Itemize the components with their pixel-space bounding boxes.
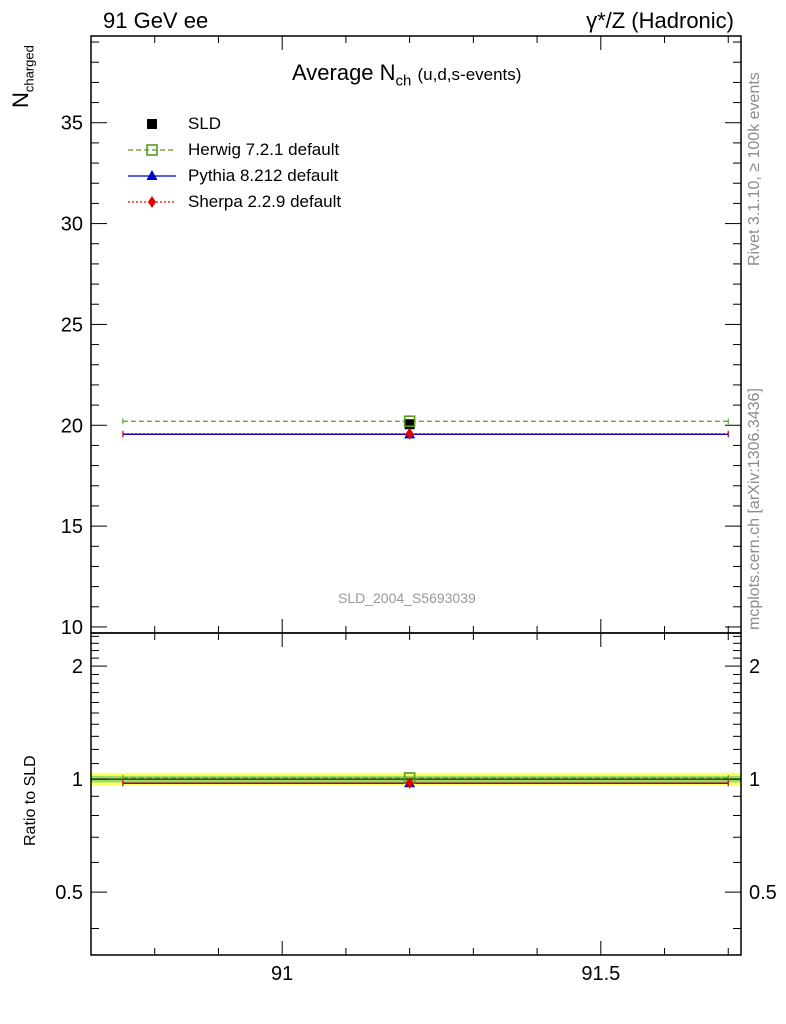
main-y-axis-label: Ncharged — [8, 45, 36, 108]
rivet-version-text: Rivet 3.1.10, ≥ 100k events — [746, 72, 763, 266]
y-tick-label-ratio-right: 2 — [749, 656, 760, 678]
plot-title-main: Average N — [292, 60, 396, 85]
x-tick-label: 91 — [271, 963, 293, 985]
y-tick-label-ratio-left: 1 — [72, 769, 83, 791]
legend-label-sherpa: Sherpa 2.2.9 default — [188, 192, 342, 211]
y-tick-label-main: 30 — [61, 214, 83, 236]
y-tick-label-main: 35 — [61, 113, 83, 135]
legend-label-sld: SLD — [188, 114, 222, 133]
y-axis-label-sub: charged — [21, 45, 37, 93]
y-tick-label-ratio-right: 0.5 — [749, 882, 777, 904]
tick-labels: 10 15 20 25 30 35 0.5 0.5 1 1 2 2 91 91.5 — [55, 113, 777, 985]
plot-title-sub: ch — [395, 72, 412, 90]
y-tick-label-ratio-left: 2 — [72, 656, 83, 678]
legend-mark-sld — [147, 119, 157, 129]
axis-ticks — [90, 36, 741, 955]
plot-title: Average Nch (u,d,s-events) — [292, 60, 521, 89]
ratio-panel-frame — [90, 632, 742, 956]
plot-frames — [90, 35, 742, 956]
y-tick-label-ratio-left: 0.5 — [55, 882, 83, 904]
legend-marks — [128, 119, 176, 208]
x-tick-label: 91.5 — [581, 963, 620, 985]
legend-mark-herwig — [146, 144, 158, 156]
analysis-id-label: SLD_2004_S5693039 — [338, 590, 476, 606]
legend-mark-sherpa — [148, 196, 156, 208]
ratio-uncertainty-band — [91, 772, 741, 786]
mcplots-reference-text: mcplots.cern.ch [arXiv:1306.3436] — [746, 388, 763, 630]
y-tick-label-main: 15 — [61, 516, 83, 538]
marker-main-herwig — [403, 415, 416, 428]
header-energy-label: 91 GeV ee — [103, 8, 209, 33]
y-tick-label-main: 20 — [61, 415, 83, 437]
legend-label-pythia: Pythia 8.212 default — [188, 166, 339, 185]
y-axis-label-main: N — [8, 92, 33, 108]
marker-main-sherpa — [405, 427, 414, 440]
y-tick-label-ratio-right: 1 — [749, 769, 760, 791]
legend-mark-pythia — [146, 170, 158, 180]
y-tick-label-main: 25 — [61, 314, 83, 336]
marker-ratio-sherpa — [405, 776, 414, 789]
data-markers — [403, 415, 416, 789]
header-process-label: γ*/Z (Hadronic) — [586, 8, 734, 33]
legend-label-herwig: Herwig 7.2.1 default — [188, 140, 340, 159]
plot-title-suffix: (u,d,s-events) — [417, 65, 522, 84]
ratio-y-axis-label: Ratio to SLD — [22, 755, 39, 846]
series-lines — [122, 418, 729, 787]
y-tick-label-main: 10 — [61, 617, 83, 639]
data-point-sld — [404, 419, 415, 430]
